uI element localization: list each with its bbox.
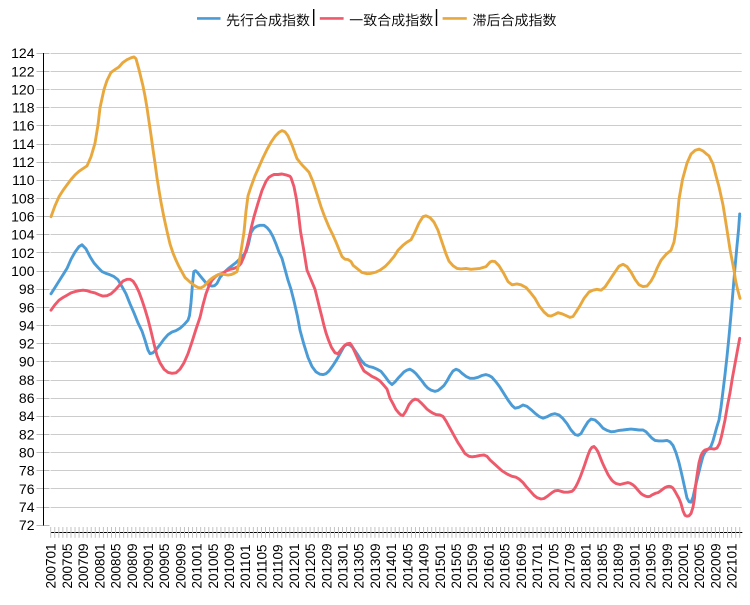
svg-text:201909: 201909 [660,543,675,588]
svg-text:201205: 201205 [303,543,318,588]
svg-text:114: 114 [12,136,35,152]
svg-text:201305: 201305 [352,543,367,588]
svg-text:200901: 200901 [141,543,156,588]
svg-text:92: 92 [19,336,35,352]
svg-text:122: 122 [11,63,35,79]
svg-text:201401: 201401 [384,543,399,588]
svg-text:201609: 201609 [514,543,529,588]
svg-text:108: 108 [11,190,35,206]
svg-text:200809: 200809 [125,543,140,588]
svg-text:116: 116 [12,118,35,134]
svg-text:201301: 201301 [336,543,351,588]
svg-text:201701: 201701 [530,543,545,588]
svg-text:76: 76 [19,481,35,497]
svg-text:100: 100 [11,263,35,279]
svg-text:202001: 202001 [676,543,691,588]
svg-text:118: 118 [12,100,35,116]
svg-text:72: 72 [19,517,35,533]
svg-text:201601: 201601 [481,543,496,588]
svg-text:201201: 201201 [287,543,302,588]
svg-text:201005: 201005 [206,543,221,588]
svg-text:201709: 201709 [562,543,577,588]
svg-text:106: 106 [11,208,35,224]
svg-text:201901: 201901 [627,543,642,588]
svg-text:88: 88 [19,372,35,388]
svg-text:120: 120 [11,81,35,97]
svg-text:201501: 201501 [433,543,448,588]
svg-text:201505: 201505 [449,543,464,588]
svg-text:201009: 201009 [222,543,237,588]
svg-text:201705: 201705 [546,543,561,588]
svg-text:201809: 201809 [611,543,626,588]
svg-text:86: 86 [19,390,35,406]
svg-text:201605: 201605 [498,543,513,588]
svg-text:104: 104 [11,227,35,243]
svg-text:201409: 201409 [417,543,432,588]
svg-text:201801: 201801 [579,543,594,588]
svg-text:82: 82 [19,426,35,442]
svg-text:200801: 200801 [92,543,107,588]
svg-text:201101: 201101 [238,544,253,588]
svg-text:74: 74 [19,499,35,515]
svg-text:96: 96 [19,299,35,315]
svg-text:90: 90 [19,354,35,370]
svg-text:201001: 201001 [190,543,205,588]
svg-text:200701: 200701 [44,543,59,588]
svg-text:110: 110 [12,172,35,188]
svg-text:201209: 201209 [319,543,334,588]
svg-text:201905: 201905 [644,543,659,588]
svg-text:94: 94 [19,317,35,333]
svg-text:201105: 201105 [254,544,269,588]
svg-text:202101: 202101 [725,543,740,588]
svg-text:80: 80 [19,444,35,460]
svg-text:200805: 200805 [109,543,124,588]
svg-text:200705: 200705 [60,543,75,588]
svg-text:201405: 201405 [400,543,415,588]
svg-text:202005: 202005 [692,543,707,588]
svg-text:201109: 201109 [271,544,286,588]
svg-text:112: 112 [12,154,35,170]
svg-text:201805: 201805 [595,543,610,588]
svg-text:201509: 201509 [465,543,480,588]
svg-text:78: 78 [19,463,35,479]
svg-text:98: 98 [19,281,35,297]
svg-text:200709: 200709 [76,543,91,588]
svg-text:202009: 202009 [708,543,723,588]
svg-text:102: 102 [11,245,35,261]
svg-text:201309: 201309 [368,543,383,588]
svg-text:124: 124 [11,45,35,61]
svg-text:200905: 200905 [157,543,172,588]
svg-text:84: 84 [19,408,35,424]
svg-text:200909: 200909 [173,543,188,588]
